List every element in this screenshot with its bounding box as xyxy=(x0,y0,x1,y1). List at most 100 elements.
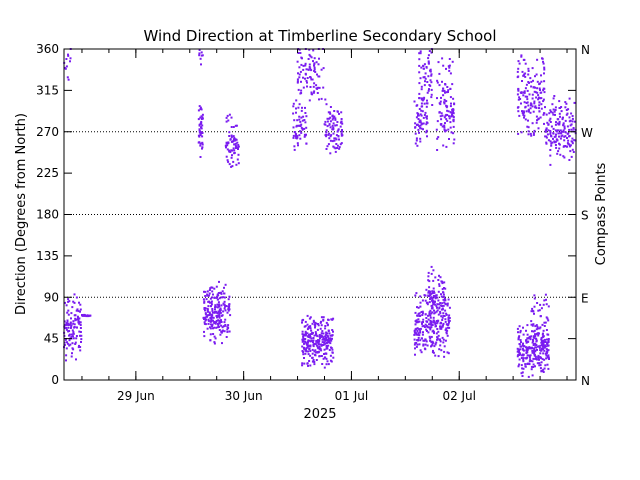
data-point xyxy=(421,105,424,108)
data-point xyxy=(226,159,229,162)
data-point xyxy=(296,81,299,84)
data-point xyxy=(545,329,548,331)
data-point xyxy=(217,310,220,313)
data-point xyxy=(525,83,528,86)
data-point xyxy=(310,69,313,72)
data-point xyxy=(520,102,522,105)
data-point xyxy=(435,128,438,131)
data-point xyxy=(69,57,72,60)
data-point xyxy=(571,115,574,117)
data-point xyxy=(555,133,557,136)
data-point xyxy=(437,330,440,333)
data-point xyxy=(200,120,203,123)
data-point xyxy=(429,319,432,322)
data-point xyxy=(439,344,442,347)
data-point xyxy=(427,318,430,321)
data-point xyxy=(319,321,322,324)
data-point xyxy=(415,104,418,107)
data-point xyxy=(414,311,417,314)
data-point xyxy=(318,343,321,346)
data-point xyxy=(329,120,332,123)
data-point xyxy=(332,122,335,125)
data-point xyxy=(518,354,521,356)
data-point xyxy=(549,149,552,151)
data-point xyxy=(547,338,550,340)
data-point xyxy=(295,111,297,114)
data-point xyxy=(442,312,445,315)
data-point xyxy=(64,301,66,304)
data-point xyxy=(569,150,572,153)
data-point xyxy=(230,156,233,159)
data-point xyxy=(293,148,296,151)
data-point xyxy=(448,326,451,329)
data-point xyxy=(561,134,564,137)
data-point xyxy=(422,67,425,70)
data-point xyxy=(67,313,70,316)
data-point xyxy=(312,337,315,339)
data-point xyxy=(292,136,295,139)
data-point xyxy=(332,145,335,148)
data-point xyxy=(306,362,309,365)
data-point xyxy=(522,367,525,370)
data-point xyxy=(442,94,445,97)
data-point xyxy=(419,126,422,129)
data-point xyxy=(534,325,537,328)
data-point xyxy=(535,328,538,331)
data-point xyxy=(209,320,212,323)
data-point xyxy=(211,308,214,310)
data-point xyxy=(426,303,429,306)
data-point xyxy=(534,355,537,358)
data-point xyxy=(423,114,426,116)
data-point xyxy=(531,67,534,70)
data-point xyxy=(65,58,68,60)
data-point xyxy=(540,341,543,344)
data-point xyxy=(418,320,421,323)
data-point xyxy=(546,343,549,346)
data-point xyxy=(437,61,440,64)
data-point xyxy=(542,89,545,92)
data-point xyxy=(70,355,73,358)
data-point xyxy=(430,93,433,96)
data-point xyxy=(337,129,340,132)
data-point xyxy=(413,343,416,346)
data-point xyxy=(212,327,214,330)
data-point xyxy=(415,292,418,295)
data-point xyxy=(539,116,542,119)
data-point xyxy=(308,326,311,329)
data-point xyxy=(429,316,432,319)
data-point xyxy=(537,327,539,330)
data-point xyxy=(228,308,231,311)
data-point xyxy=(438,285,441,287)
data-point xyxy=(521,347,524,350)
data-point xyxy=(443,128,446,131)
data-point xyxy=(549,140,552,143)
data-point xyxy=(79,324,82,326)
data-point xyxy=(198,131,201,134)
data-point xyxy=(216,306,219,309)
data-point xyxy=(77,346,80,349)
data-point xyxy=(445,332,448,335)
data-point xyxy=(296,119,299,122)
data-point xyxy=(549,154,552,157)
data-point xyxy=(66,342,69,345)
data-point xyxy=(230,149,233,152)
data-point xyxy=(225,116,228,119)
data-point xyxy=(563,145,566,148)
data-point xyxy=(320,320,322,323)
data-point xyxy=(66,319,69,322)
data-point xyxy=(63,341,66,344)
data-point xyxy=(199,116,202,119)
data-point xyxy=(234,124,237,127)
data-point xyxy=(537,118,540,121)
data-point xyxy=(533,102,536,105)
data-point xyxy=(448,64,451,67)
data-point xyxy=(222,296,225,299)
data-point xyxy=(534,333,536,336)
data-point xyxy=(560,110,563,113)
data-point xyxy=(566,142,569,145)
data-point xyxy=(535,121,538,124)
data-point xyxy=(437,136,440,139)
data-point xyxy=(558,120,561,123)
data-point xyxy=(447,298,450,301)
data-point xyxy=(449,96,452,99)
